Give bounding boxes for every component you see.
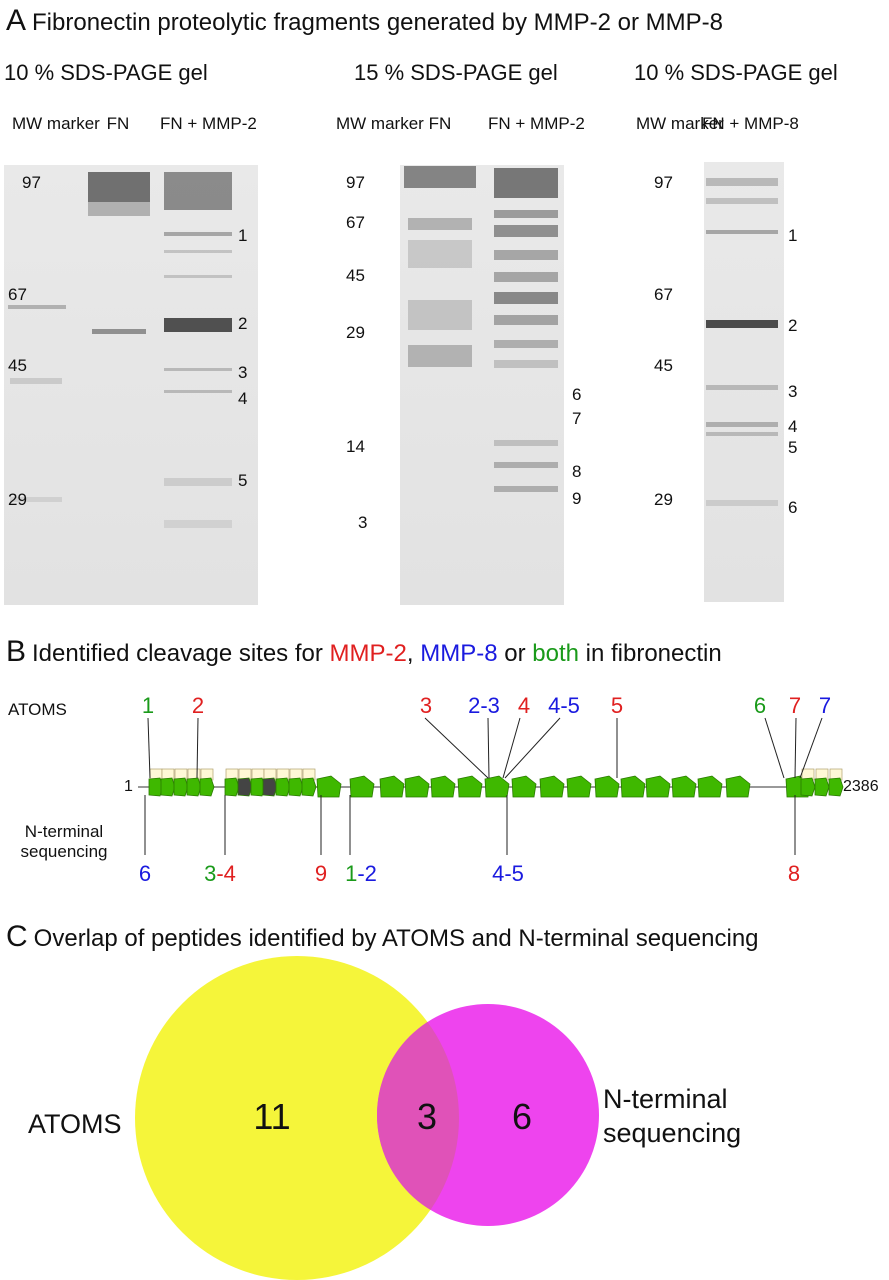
atoms-site: 2 <box>191 693 205 718</box>
atoms-site: 7 <box>788 693 802 718</box>
gel-3-band-5: 5 <box>788 438 798 457</box>
gel-1-lane-fn-mmp2: FN + MMP-2 <box>160 114 257 133</box>
sequence-start: 1 <box>124 778 133 795</box>
gel-2-title: 15 % SDS-PAGE gel <box>354 60 558 85</box>
nterm-site: 3-4 <box>204 861 236 886</box>
gel-2-band-9: 9 <box>572 489 582 508</box>
nterm-site: 4-5 <box>492 861 524 886</box>
venn-overlap-count: 3 <box>416 1096 438 1137</box>
panel-c-title-text: Overlap of peptides identified by ATOMS … <box>33 925 759 952</box>
gel-3-band-1: 1 <box>788 226 798 245</box>
atoms-site: 3 <box>419 693 433 718</box>
nterm-site: 6 <box>138 861 152 886</box>
gel-3-band-3: 3 <box>788 382 798 401</box>
panel-b-title-part: , <box>406 640 421 667</box>
gel-2-band-6: 6 <box>572 385 582 404</box>
panel-c-title: C Overlap of peptides identified by ATOMS… <box>6 922 759 952</box>
gel-3-title: 10 % SDS-PAGE gel <box>634 60 838 85</box>
gel-2-mw-29: 29 <box>346 323 365 342</box>
panel-a-title: A Fibronectin proteolytic fragments gener… <box>6 6 723 36</box>
atoms-site: 1 <box>141 693 155 718</box>
venn-only-atoms-count: 11 <box>253 1096 291 1137</box>
nterm-site: 8 <box>787 861 801 886</box>
atoms-site: 6 <box>753 693 767 718</box>
panel-b-title-mmp8: MMP-8 <box>420 640 498 667</box>
atoms-row-label: ATOMS <box>8 700 67 719</box>
gel-2-band-7: 7 <box>572 409 582 428</box>
atoms-site: 2-3 <box>468 693 500 718</box>
atoms-site: 4-5 <box>548 693 580 718</box>
gel-2-image <box>400 165 564 605</box>
venn-overlap <box>377 1004 459 1226</box>
panel-b-title: B Identified cleavage sites for MMP-2, MM… <box>6 637 722 667</box>
venn-nterm-label-line2: sequencing <box>603 1117 742 1148</box>
gel-3-image <box>704 162 784 602</box>
panel-b-title-part: or <box>497 640 533 667</box>
gel-3-mw-67: 67 <box>654 285 673 304</box>
gel-1-band-1: 1 <box>238 226 248 245</box>
gel-1-mw-97: 97 <box>22 173 41 192</box>
gel-3-band-6: 6 <box>788 498 798 517</box>
nterm-site: 1-2 <box>345 861 377 886</box>
gel-1-mw-45: 45 <box>8 356 27 375</box>
sequence-end: 2386 <box>843 778 879 795</box>
gel-3-lane-fn-mmp8: FN + MMP-8 <box>702 114 799 133</box>
gel-2-mw-45: 45 <box>346 266 365 285</box>
gel-3-band-4: 4 <box>788 417 798 436</box>
gel-3-band-2: 2 <box>788 316 798 335</box>
gel-2-mw-97: 97 <box>346 173 365 192</box>
venn-atoms-label: ATOMS <box>28 1109 122 1139</box>
atoms-site: 7 <box>818 693 832 718</box>
gel-3-mw-97: 97 <box>654 173 673 192</box>
nterm-site: 9 <box>314 861 328 886</box>
gel-1-band-5: 5 <box>238 471 248 490</box>
panel-b-letter: B <box>6 635 27 668</box>
panel-a-title-text: Fibronectin proteolytic fragments genera… <box>32 9 723 36</box>
panel-c-letter: C <box>6 920 28 953</box>
panel-b-title-mmp2: MMP-2 <box>329 640 407 667</box>
gel-1-mw-29: 29 <box>8 490 27 509</box>
atoms-site: 4 <box>517 693 531 718</box>
venn-only-nterm-count: 6 <box>511 1096 533 1137</box>
gel-3-mw-29: 29 <box>654 490 673 509</box>
gel-1-band-4: 4 <box>238 389 248 408</box>
gel-1-lane-fn: FN <box>106 114 130 133</box>
gel-1-mw-67: 67 <box>8 285 27 304</box>
gel-1-band-3: 3 <box>238 363 248 382</box>
gel-1-image <box>4 165 258 605</box>
gel-1-title: 10 % SDS-PAGE gel <box>4 60 208 85</box>
gel-2-lane-fn: FN <box>428 114 452 133</box>
venn-atoms-circle <box>135 956 459 1280</box>
panel-b-title-part: Identified cleavage sites for <box>32 640 330 667</box>
gel-2-band-8: 8 <box>572 462 582 481</box>
gel-2-mw-3: 3 <box>358 513 368 532</box>
panel-b-title-both: both <box>532 640 579 667</box>
gel-2-lane-fn-mmp2: FN + MMP-2 <box>488 114 585 133</box>
venn-nterm-label-line1: N-terminal <box>603 1084 728 1114</box>
gel-2-mw-14: 14 <box>346 437 365 456</box>
panel-b-title-part: in fibronectin <box>578 640 722 667</box>
gel-images <box>4 162 784 605</box>
atoms-site: 5 <box>610 693 624 718</box>
gel-1-band-2: 2 <box>238 314 248 333</box>
gel-2-mw-67: 67 <box>346 213 365 232</box>
panel-a-letter: A <box>6 4 27 37</box>
venn-nterm-label: N-terminal sequencing <box>603 1083 741 1151</box>
gel-3-mw-45: 45 <box>654 356 673 375</box>
nterm-row-label: N-terminal sequencing <box>20 822 108 862</box>
